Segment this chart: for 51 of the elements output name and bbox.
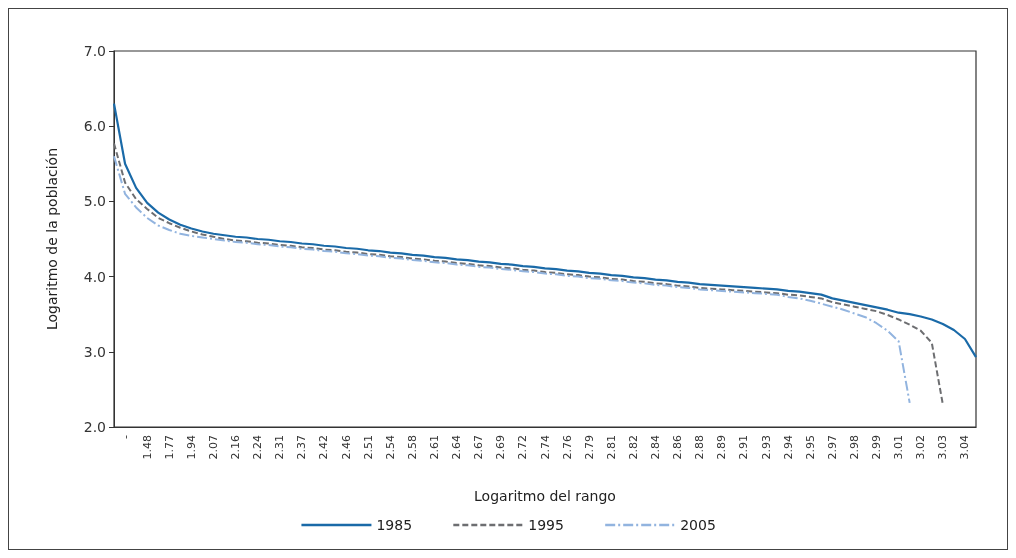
x-axis-title: Logaritmo del rango [474, 488, 616, 504]
x-tick-label: 2.16 [229, 435, 243, 460]
x-tick-label: 2.88 [693, 435, 707, 460]
x-tick-label: 2.69 [494, 435, 508, 460]
x-tick-label: 2.99 [870, 435, 884, 460]
x-tick-label: 2.76 [560, 435, 574, 460]
x-tick-label: 2.72 [516, 435, 530, 460]
x-tick-label: 2.37 [295, 435, 309, 460]
x-tick-label: 1.94 [184, 435, 198, 460]
legend-label: 2005 [680, 517, 716, 533]
x-tick-label: 2.89 [715, 435, 729, 460]
x-tick-label: 2.74 [538, 435, 552, 460]
x-tick-label: 2.95 [803, 435, 817, 460]
x-tick-label: 2.86 [671, 435, 685, 460]
x-tick-label: 2.84 [649, 435, 663, 460]
y-tick-label: 6.0 [83, 118, 106, 135]
legend-label: 1985 [376, 517, 413, 533]
line-series [112, 102, 978, 359]
x-tick-label: 3.04 [958, 435, 972, 460]
x-tick-label: 2.58 [405, 435, 419, 460]
x-tick-label: 2.67 [472, 435, 486, 460]
x-tick-label: 2.91 [737, 435, 751, 460]
x-tick-label: 2.97 [825, 435, 839, 460]
x-tick-label: 3.01 [892, 435, 906, 460]
x-tick-label: 2.82 [626, 435, 640, 460]
x-tick-label: 3.03 [936, 435, 950, 460]
x-tick-label: 3.02 [914, 435, 928, 460]
x-tick-label: 2.24 [251, 435, 265, 460]
x-tick-label: 2.54 [383, 435, 397, 460]
x-tick-label: 1.77 [162, 435, 176, 460]
x-tick-label: 2.51 [361, 435, 375, 460]
y-tick-label: 2.0 [83, 419, 106, 435]
y-tick-label: 5.0 [83, 193, 106, 210]
x-tick-label: 2.42 [317, 435, 331, 460]
x-tick-label: - [118, 434, 132, 439]
legend-label: 1995 [528, 517, 564, 533]
x-tick-label: 2.94 [781, 435, 795, 460]
y-tick-label: 7.0 [83, 43, 106, 59]
x-tick-label: 1.48 [140, 435, 154, 460]
x-tick-label: 2.61 [427, 435, 441, 460]
y-tick-label: 3.0 [83, 343, 106, 360]
y-axis-title: Logaritmo de la población [44, 147, 60, 331]
x-tick-label: 2.64 [450, 435, 464, 460]
x-tick-label: 2.81 [604, 435, 618, 460]
x-tick-label: 2.93 [759, 435, 773, 460]
x-tick-label: 2.07 [206, 435, 220, 460]
x-tick-label: 2.79 [582, 435, 596, 460]
x-tick-label: 2.46 [339, 435, 353, 460]
x-tick-label: 2.31 [273, 435, 287, 460]
x-tick-label: 2.98 [847, 435, 861, 460]
y-tick-label: 4.0 [83, 268, 106, 285]
